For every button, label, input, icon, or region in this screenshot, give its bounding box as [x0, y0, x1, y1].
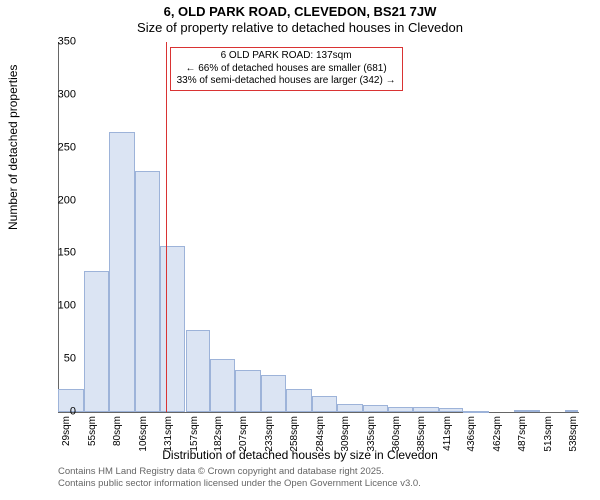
histogram-bar	[261, 375, 286, 412]
annotation-line3: 33% of semi-detached houses are larger (…	[177, 75, 396, 88]
histogram-bar	[439, 408, 464, 412]
y-tick-label: 100	[36, 301, 76, 312]
histogram-bar	[160, 246, 186, 412]
histogram-bar	[514, 410, 540, 412]
histogram-bar	[84, 271, 109, 412]
footer: Contains HM Land Registry data © Crown c…	[58, 466, 421, 491]
y-tick-label: 200	[36, 195, 76, 206]
histogram-bar	[186, 330, 211, 412]
histogram-bar	[286, 389, 312, 412]
histogram-bar	[135, 171, 160, 412]
title-sub: Size of property relative to detached ho…	[0, 20, 600, 35]
annotation-line1: 6 OLD PARK ROAD: 137sqm	[177, 50, 396, 63]
histogram-bar	[109, 132, 135, 412]
chart-container: 6, OLD PARK ROAD, CLEVEDON, BS21 7JW Siz…	[0, 0, 600, 500]
y-tick-label: 150	[36, 248, 76, 259]
title-main: 6, OLD PARK ROAD, CLEVEDON, BS21 7JW	[0, 4, 600, 19]
histogram-bar	[210, 359, 235, 412]
y-tick-label: 250	[36, 142, 76, 153]
y-tick-label: 50	[36, 354, 76, 365]
footer-line1: Contains HM Land Registry data © Crown c…	[58, 466, 421, 478]
x-axis-label: Distribution of detached houses by size …	[0, 448, 600, 462]
annotation-box: 6 OLD PARK ROAD: 137sqm ← 66% of detache…	[170, 47, 403, 91]
footer-line2: Contains public sector information licen…	[58, 478, 421, 490]
histogram-bar	[565, 410, 578, 412]
histogram-bar	[337, 404, 363, 412]
reference-line-marker	[166, 42, 167, 412]
histogram-bar	[463, 411, 489, 413]
histogram-bar	[235, 370, 261, 412]
histogram-bar	[363, 405, 388, 412]
histogram-bar	[312, 396, 337, 412]
y-axis-label: Number of detached properties	[6, 65, 20, 230]
annotation-line2: ← 66% of detached houses are smaller (68…	[177, 63, 396, 76]
y-tick-label: 350	[36, 37, 76, 48]
histogram-bar	[413, 407, 439, 412]
histogram-bar	[388, 407, 413, 412]
y-tick-label: 300	[36, 89, 76, 100]
